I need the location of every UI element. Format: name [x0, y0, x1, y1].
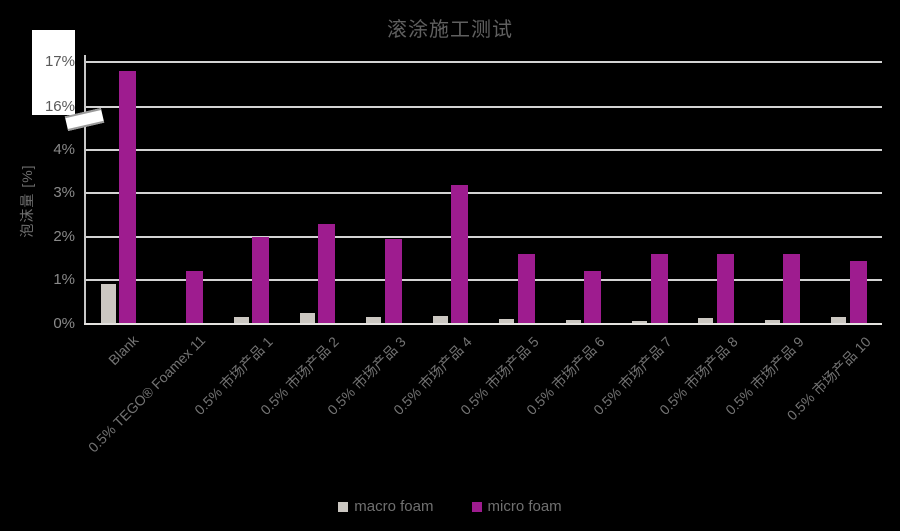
- y-tick-1%: 1%: [53, 271, 75, 289]
- bar-micro-foam-5: [384, 238, 402, 324]
- bar-micro-foam-10: [716, 254, 734, 324]
- legend-item-macro-foam: macro foam: [338, 498, 434, 515]
- bar-micro-foam-1: [119, 70, 137, 324]
- gridline-4%: [85, 148, 882, 151]
- gridline-2%: [85, 235, 882, 238]
- y-tick-17%: 17%: [44, 52, 75, 70]
- legend-label-macro-foam: macro foam: [354, 498, 434, 515]
- broken-axis-label-backdrop: [32, 30, 75, 115]
- bar-macro-foam-6: [432, 316, 448, 324]
- bar-micro-foam-8: [584, 271, 602, 324]
- bar-micro-foam-2: [185, 271, 203, 324]
- bar-micro-foam-11: [783, 254, 801, 324]
- bar-micro-foam-12: [849, 260, 867, 324]
- gridline-1%: [85, 279, 882, 282]
- y-axis-line: [84, 55, 86, 325]
- x-axis-line: [84, 322, 882, 325]
- y-tick-4%: 4%: [53, 140, 75, 158]
- gridline-16%: [85, 106, 882, 108]
- bar-macro-foam-9: [632, 321, 648, 324]
- legend-label-micro-foam: micro foam: [487, 498, 562, 515]
- bar-macro-foam-7: [499, 319, 515, 324]
- bar-macro-foam-4: [299, 312, 315, 324]
- bar-macro-foam-8: [565, 320, 581, 324]
- bar-micro-foam-3: [252, 236, 270, 324]
- micro-foam-swatch-icon: [471, 501, 482, 512]
- y-tick-16%: 16%: [44, 98, 75, 115]
- gridline-3%: [85, 192, 882, 195]
- y-tick-3%: 3%: [53, 184, 75, 202]
- bar-macro-foam-12: [831, 316, 847, 324]
- legend-item-micro-foam: micro foam: [471, 498, 562, 515]
- bar-macro-foam-10: [698, 318, 714, 324]
- bar-macro-foam-1: [100, 284, 116, 324]
- y-tick-2%: 2%: [53, 227, 75, 245]
- y-tick-0%: 0%: [53, 314, 75, 332]
- bar-micro-foam-7: [517, 254, 535, 324]
- bar-micro-foam-6: [451, 184, 469, 324]
- bar-macro-foam-5: [366, 316, 382, 324]
- bar-macro-foam-11: [764, 320, 780, 324]
- chart-title: 滚涂施工测试: [387, 19, 513, 41]
- bar-micro-foam-9: [650, 254, 668, 324]
- bar-macro-foam-3: [233, 316, 249, 324]
- macro-foam-swatch-icon: [338, 501, 349, 512]
- bar-micro-foam-4: [318, 223, 336, 324]
- legend: macro foam micro foam: [0, 498, 900, 515]
- gridline-17%: [85, 60, 882, 63]
